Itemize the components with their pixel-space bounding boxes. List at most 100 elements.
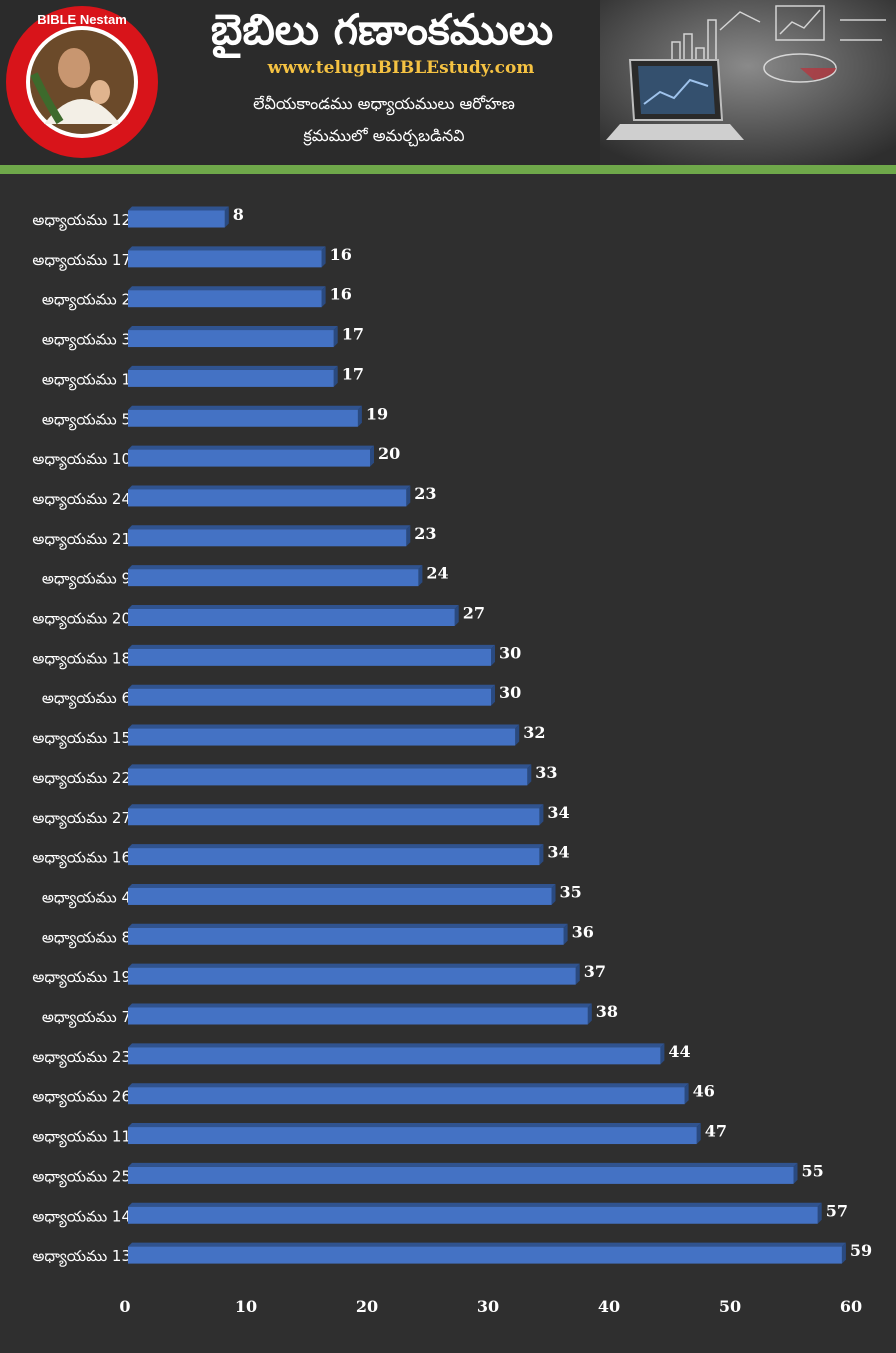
bar-top-face	[128, 1083, 689, 1088]
bar	[128, 848, 540, 866]
category-label: అధ్యాయము 12	[32, 211, 131, 231]
category-label: అధ్యాయము 27	[32, 809, 131, 829]
bar-side-face	[563, 923, 568, 945]
value-label: 36	[572, 922, 594, 941]
bar-top-face	[128, 405, 362, 410]
value-label: 17	[342, 364, 364, 383]
bar	[128, 728, 516, 746]
bar-top-face	[128, 724, 520, 729]
bar-top-face	[128, 844, 544, 849]
bar	[128, 1007, 588, 1025]
bar-top-face	[128, 1123, 701, 1128]
bar-side-face	[587, 1003, 592, 1025]
bar-side-face	[793, 1162, 798, 1184]
category-label: అధ్యాయము 13	[32, 1247, 131, 1267]
website-link[interactable]: www.teluguBIBLEstudy.com	[267, 58, 535, 78]
bar-side-face	[551, 883, 556, 905]
x-tick-label: 30	[477, 1297, 499, 1316]
bar-side-face	[370, 445, 374, 467]
value-label: 8	[233, 205, 244, 224]
header-divider	[0, 165, 896, 174]
value-label: 33	[535, 763, 557, 782]
laptop-icon	[606, 59, 744, 140]
bar-top-face	[128, 326, 338, 331]
bar-side-face	[333, 326, 338, 348]
bar	[128, 529, 407, 547]
bar-side-face	[527, 764, 532, 786]
bar	[128, 768, 528, 786]
bar-top-face	[128, 525, 411, 530]
bar	[128, 967, 576, 985]
bar-side-face	[491, 684, 495, 706]
bar-side-face	[539, 804, 544, 826]
category-label: అధ్యాయము 21	[32, 530, 131, 550]
bar	[128, 1206, 818, 1224]
bar-top-face	[128, 445, 374, 450]
bar	[128, 648, 491, 666]
category-label: అధ్యాయము 9	[42, 570, 131, 590]
bar	[128, 1166, 794, 1184]
category-label: అధ్యాయము 23	[32, 1048, 131, 1068]
value-label: 17	[342, 325, 364, 344]
bar-top-face	[128, 684, 495, 689]
bar	[128, 569, 419, 587]
value-label: 32	[523, 723, 545, 742]
x-tick-label: 50	[719, 1297, 741, 1316]
category-label: అధ్యాయము 14	[32, 1207, 131, 1227]
category-label: అధ్యాయము 8	[42, 928, 131, 948]
value-label: 59	[850, 1241, 872, 1260]
bar-side-face	[454, 605, 459, 626]
bar-top-face	[128, 1003, 592, 1008]
chart-subtitle: లేవీయకాండము అధ్యాయములు ఆరోహణ క్రమములో అమ…	[196, 88, 572, 152]
category-label: అధ్యాయము 24	[32, 490, 131, 510]
bar-top-face	[128, 1242, 846, 1247]
bar	[128, 808, 540, 826]
value-label: 16	[330, 285, 352, 304]
bar-side-face	[224, 206, 229, 228]
value-label: 46	[693, 1082, 715, 1101]
bar	[128, 887, 552, 905]
value-label: 55	[802, 1161, 824, 1180]
category-label: అధ్యాయము 2	[42, 291, 131, 311]
bar-side-face	[575, 963, 580, 985]
bar-side-face	[406, 485, 411, 507]
bar-top-face	[128, 485, 411, 490]
x-tick-label: 20	[356, 1297, 378, 1316]
value-label: 30	[499, 683, 521, 702]
bar-side-face	[539, 844, 544, 866]
bar	[128, 1246, 842, 1264]
category-label: అధ్యాయము 20	[32, 610, 131, 630]
value-label: 47	[705, 1122, 727, 1141]
bar-top-face	[128, 804, 544, 809]
header-banner: BIBLE Nestam బైబిలు గణాంకములు www.telugu…	[0, 0, 896, 165]
bar	[128, 250, 322, 268]
value-label: 37	[584, 962, 606, 981]
bar-side-face	[418, 565, 423, 587]
bar	[128, 369, 334, 387]
bar-top-face	[128, 923, 568, 928]
bar	[128, 409, 358, 427]
value-label: 23	[414, 524, 436, 543]
category-label: అధ్యాయము 16	[32, 849, 131, 869]
value-label: 35	[560, 882, 582, 901]
bar-side-face	[817, 1202, 822, 1224]
bar-chart: అధ్యాయము 12 8 అధ్యాయము 17 16 అధ్యాయము 2 16 అధ్…	[32, 205, 872, 1316]
bar-side-face	[660, 1043, 665, 1065]
bar-top-face	[128, 1202, 822, 1207]
laptop-analytics-image	[600, 0, 896, 165]
category-label: అధ్యాయము 7	[42, 1008, 131, 1028]
bar	[128, 330, 334, 348]
bar	[128, 449, 370, 467]
bar-side-face	[491, 644, 495, 666]
bar-top-face	[128, 565, 423, 570]
bar	[128, 688, 491, 706]
value-label: 19	[366, 404, 388, 423]
bar-side-face	[515, 724, 520, 746]
category-label: అధ్యాయము 17	[32, 251, 131, 271]
category-label: అధ్యాయము 4	[42, 888, 131, 908]
value-label: 16	[330, 245, 352, 264]
category-label: అధ్యాయము 25	[32, 1167, 131, 1187]
category-label: అధ్యాయము 5	[42, 410, 131, 430]
bar	[128, 210, 225, 228]
bar	[128, 290, 322, 308]
